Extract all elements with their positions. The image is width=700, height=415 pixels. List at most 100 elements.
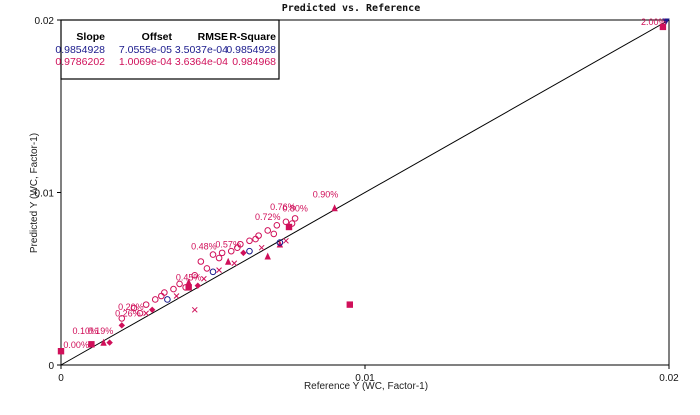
data-point <box>246 247 253 255</box>
reference-line <box>60 19 670 366</box>
y-tick-label: 0 <box>48 361 54 372</box>
data-point <box>659 23 667 31</box>
stats-cell: 3.5037e-04 <box>175 44 228 56</box>
stats-cell: 1.0069e-04 <box>119 56 172 68</box>
data-point <box>170 285 177 293</box>
data-point <box>176 280 183 288</box>
data-point <box>142 301 150 308</box>
data-point <box>264 252 271 260</box>
x-tick-label: 0.01 <box>355 373 375 384</box>
point-label: 0.19% <box>88 326 114 336</box>
stats-header: RMSE <box>198 31 228 43</box>
data-point-stroke <box>173 293 180 299</box>
point-label: 0.76% <box>270 202 296 212</box>
point-label: 0.45% <box>176 272 202 282</box>
data-point <box>118 315 126 322</box>
x-tick-label: 0.02 <box>659 373 679 384</box>
data-point-stroke <box>201 275 207 282</box>
data-point <box>258 244 265 251</box>
data-point <box>149 306 156 313</box>
data-point <box>194 282 201 289</box>
data-point-stroke <box>143 310 149 317</box>
stats-header: R-Square <box>229 31 276 43</box>
data-point <box>130 304 138 312</box>
data-point <box>283 237 289 244</box>
point-label: 0.20% <box>118 302 144 312</box>
data-point <box>225 257 232 265</box>
stats-cell: 0.9854928 <box>55 44 105 56</box>
data-point <box>100 338 107 346</box>
data-point <box>276 239 284 246</box>
data-point-stroke <box>258 244 265 251</box>
point-label: 0.57% <box>215 240 241 250</box>
data-point <box>662 18 670 25</box>
data-point <box>151 296 159 303</box>
point-label: 0.00% <box>63 340 89 350</box>
data-point-stroke <box>231 260 238 267</box>
reference-line-layer <box>60 19 670 366</box>
data-point <box>227 247 235 255</box>
data-point <box>273 221 281 229</box>
data-point <box>203 265 211 272</box>
data-point <box>216 267 222 273</box>
data-point <box>191 272 199 279</box>
point-label: 0.72% <box>255 212 281 222</box>
stats-header: Offset <box>142 31 173 43</box>
data-point <box>88 341 95 348</box>
stats-cell: 0.9786202 <box>55 56 105 68</box>
point-label: 0.80% <box>282 203 308 213</box>
x-tick-label: 0 <box>58 373 64 384</box>
data-point <box>185 278 192 286</box>
data-point <box>57 348 65 355</box>
x-axis-title: Reference Y (WC, Factor-1) <box>304 381 428 392</box>
data-point <box>215 254 223 262</box>
axis-ticks: 0 0.01 0.02 0 0.01 0.02 <box>35 16 680 384</box>
data-point <box>231 260 238 267</box>
stats-cell: 3.6364e-04 <box>175 56 228 68</box>
data-point <box>264 227 272 234</box>
point-label: 2.00% <box>641 17 667 27</box>
stats-cell: 7.0555e-05 <box>119 44 172 56</box>
data-point <box>218 249 226 257</box>
data-point <box>246 237 253 245</box>
data-point <box>331 204 338 212</box>
y-axis-title: Predicted Y (WC, Factor-1) <box>29 133 40 253</box>
stats-cell: 0.9854928 <box>226 44 276 56</box>
data-point <box>288 220 296 227</box>
data-point <box>158 292 165 300</box>
data-point <box>173 293 180 299</box>
data-point <box>143 310 149 317</box>
data-point <box>276 240 284 248</box>
data-point <box>285 223 293 231</box>
data-point <box>182 284 189 291</box>
data-point <box>118 322 125 329</box>
data-point <box>191 306 198 313</box>
data-point <box>197 258 205 265</box>
data-point-stroke <box>191 306 198 313</box>
data-point <box>201 275 207 282</box>
stats-header: Slope <box>76 31 105 43</box>
point-label: 0.10% <box>73 326 99 336</box>
data-point <box>240 249 247 257</box>
data-point <box>291 215 299 222</box>
data-point <box>346 301 353 308</box>
data-point <box>106 339 113 346</box>
y-tick-label: 0.02 <box>35 16 55 27</box>
point-label: 0.26% <box>115 309 141 319</box>
data-point <box>209 268 217 276</box>
point-labels: 2.00% 0.90% 0.72%0.76%0.80% 0.57%0.48% 0.45%… <box>63 17 666 350</box>
y-tick-label: 0.01 <box>35 189 55 200</box>
data-point <box>252 235 259 243</box>
data-point <box>282 218 290 226</box>
data-point-stroke <box>283 237 289 244</box>
data-point <box>136 309 144 317</box>
data-point <box>234 244 241 251</box>
statistics-table-box <box>60 19 280 80</box>
data-point <box>164 296 171 303</box>
data-point-stroke <box>216 267 222 273</box>
point-label: 0.48% <box>191 241 217 251</box>
point-label: 0.90% <box>313 190 339 200</box>
chart-title: Predicted vs. Reference <box>282 2 420 14</box>
